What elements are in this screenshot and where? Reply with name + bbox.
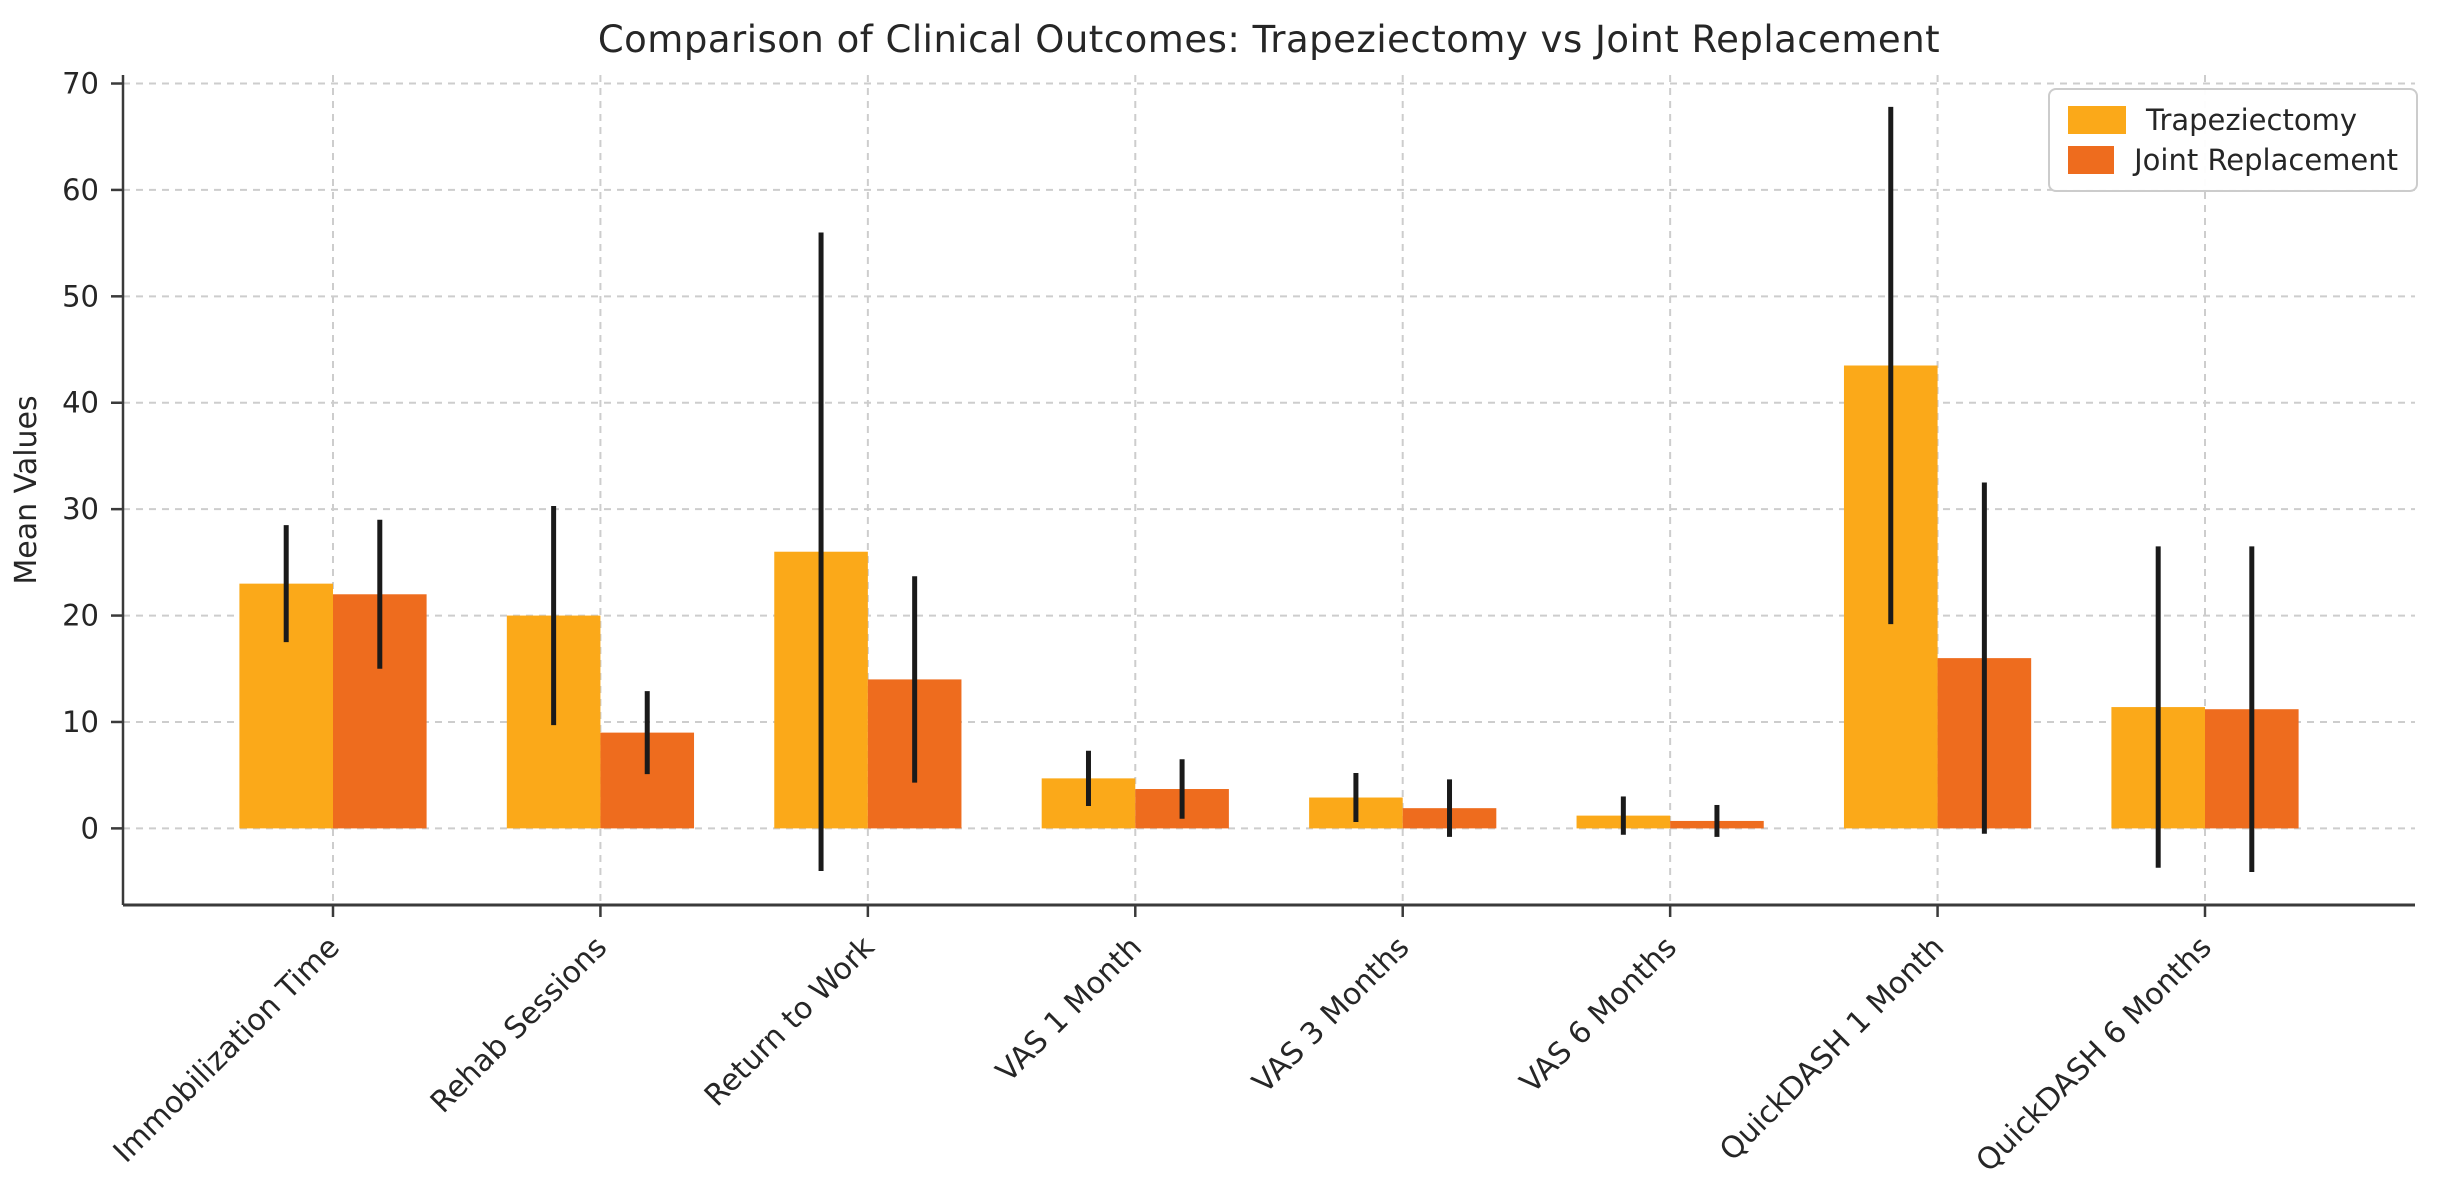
x-tick-label: QuickDASH 6 Months	[1970, 930, 2219, 1179]
y-tick-label: 0	[81, 811, 99, 845]
x-tick-label: Return to Work	[698, 929, 882, 1113]
legend: Trapeziectomy Joint Replacement	[2048, 88, 2418, 192]
x-tick-label: Rehab Sessions	[424, 930, 614, 1120]
y-tick-label: 30	[62, 492, 99, 526]
legend-swatch-trapeziectomy	[2068, 105, 2126, 134]
x-tick-label: QuickDASH 1 Month	[1713, 930, 1951, 1168]
y-tick-label: 50	[62, 279, 99, 313]
legend-swatch-joint-replacement	[2068, 146, 2115, 175]
y-tick-label: 70	[62, 67, 99, 101]
x-tick-label: VAS 6 Months	[1513, 930, 1683, 1100]
y-tick-label: 40	[62, 386, 99, 420]
legend-item-joint-replacement: Joint Replacement	[2068, 143, 2398, 177]
x-tick-label: VAS 3 Months	[1246, 930, 1416, 1100]
x-tick-label: Immobilization Time	[107, 930, 347, 1170]
y-axis-title: Mean Values	[9, 395, 44, 584]
y-tick-label: 60	[62, 173, 99, 207]
x-tick-label: VAS 1 Month	[990, 930, 1149, 1089]
chart-title: Comparison of Clinical Outcomes: Trapezi…	[597, 18, 1941, 61]
legend-label-joint-replacement: Joint Replacement	[2134, 143, 2398, 178]
y-tick-label: 20	[62, 599, 99, 633]
y-tick-label: 10	[62, 705, 99, 739]
legend-label-trapeziectomy: Trapeziectomy	[2146, 102, 2357, 137]
legend-item-trapeziectomy: Trapeziectomy	[2068, 103, 2398, 137]
